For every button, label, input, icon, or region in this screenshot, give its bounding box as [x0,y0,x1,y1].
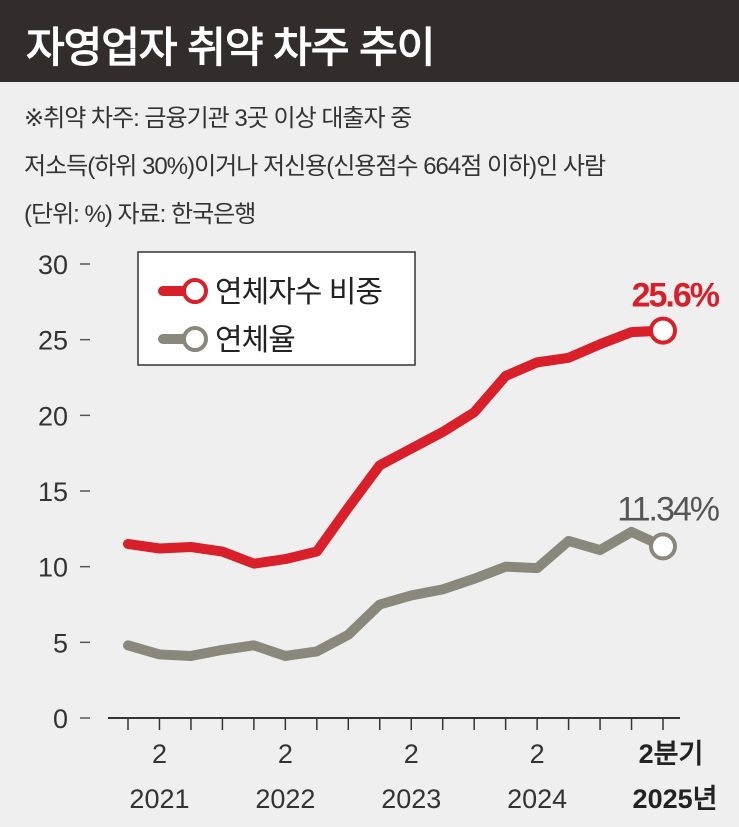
x-tick-year: 2021 [129,784,189,814]
y-tick-label: 10 [38,553,68,583]
series-line-delinquent-share [123,325,668,569]
series-line-delinquency-rate [123,526,668,661]
x-tick-quarter: 2분기 [639,739,704,769]
end-marker [649,532,677,561]
end-marker [649,316,677,345]
chart-title: 자영업자 취약 차주 추이 [26,24,435,71]
legend-label: 연체율 [215,324,295,357]
legend-swatch-marker [182,278,208,304]
x-tick-year: 2025년 [633,784,718,814]
note-definition: ※취약 차주: 금융기관 3곳 이상 대출자 중 [24,105,412,132]
x-tick-quarter: 2 [278,739,293,769]
y-tick-label: 5 [53,628,68,658]
header-bar: 자영업자 취약 차주 추이 [0,0,739,82]
x-tick-year: 2023 [381,784,441,814]
y-tick-label: 25 [38,326,68,356]
legend-label: 연체자수 비중 [215,276,382,309]
note-definition-detail: 저소득(하위 30%)이거나 저신용(신용점수 664점 이하)인 사람 [24,153,606,180]
y-tick-label: 15 [38,477,68,507]
x-tick-year: 2022 [255,784,315,814]
y-tick-label: 30 [38,250,68,280]
end-value-label: 11.34% [617,490,720,528]
end-value-label: 25.6% [632,277,720,315]
y-tick-label: 20 [38,401,68,431]
x-tick-year: 2024 [507,784,567,814]
y-tick-label: 0 [53,704,68,734]
note-unit-source: (단위: %) 자료: 한국은행 [24,201,256,228]
x-tick-quarter: 2 [404,739,419,769]
legend-swatch-marker [182,326,208,352]
x-tick-quarter: 2 [152,739,167,769]
x-tick-quarter: 2 [530,739,545,769]
